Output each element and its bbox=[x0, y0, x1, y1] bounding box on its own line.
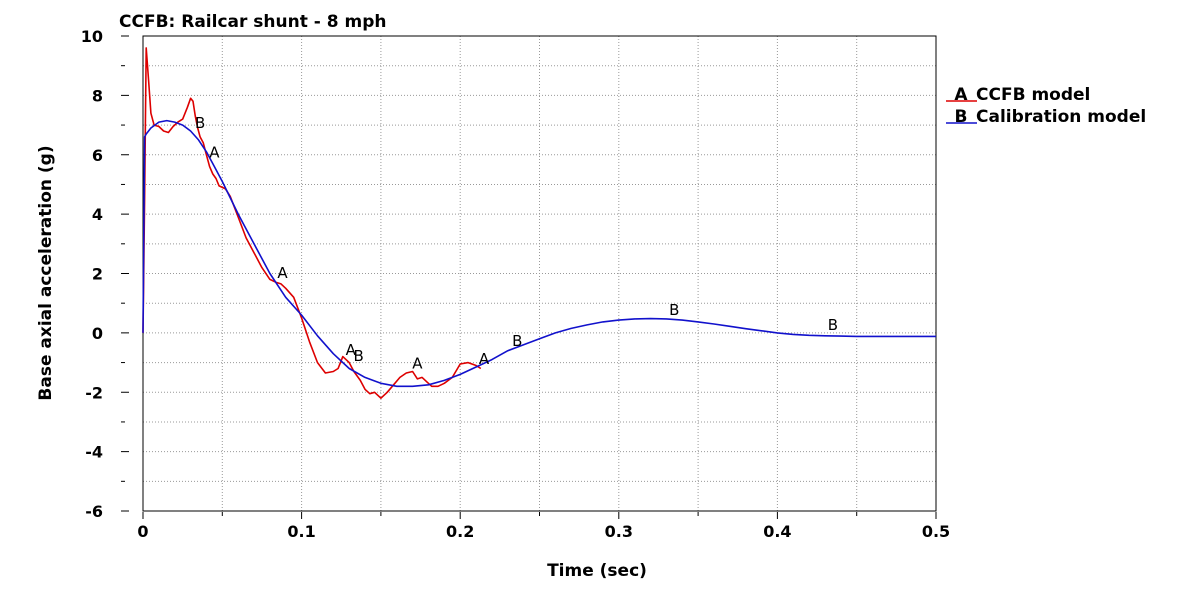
series-lines bbox=[142, 47, 936, 400]
y-tick-label: -4 bbox=[85, 443, 103, 462]
y-tick-label: 2 bbox=[92, 265, 103, 284]
tick-labels: 10 8 6 4 2 0 -2 -4 -6 0 0.1 0.2 0.3 0.4 0.5 bbox=[81, 27, 950, 541]
x-axis-label: Time (sec) bbox=[547, 561, 647, 581]
x-tick-label: 0.4 bbox=[763, 522, 791, 541]
y-tick-label: -6 bbox=[85, 502, 103, 521]
curve-marker-b: B bbox=[512, 332, 522, 350]
legend-label: CCFB model bbox=[976, 85, 1090, 105]
y-tick-label: 4 bbox=[92, 205, 103, 224]
series-line-a bbox=[142, 47, 482, 400]
y-tick-label: 6 bbox=[92, 146, 103, 165]
x-tick-label: 0.2 bbox=[446, 522, 474, 541]
x-tick-label: 0 bbox=[137, 522, 148, 541]
legend: A CCFB model B Calibration model bbox=[946, 85, 1146, 127]
curve-marker-a: A bbox=[479, 350, 490, 368]
grid bbox=[143, 36, 936, 511]
y-tick-label: 10 bbox=[81, 27, 103, 46]
y-tick-label: -2 bbox=[85, 383, 103, 402]
legend-letter: B bbox=[955, 107, 968, 127]
legend-label: Calibration model bbox=[976, 107, 1146, 127]
curve-marker-b: B bbox=[828, 316, 838, 334]
x-tick-label: 0.1 bbox=[287, 522, 315, 541]
curve-marker-b: B bbox=[195, 114, 205, 132]
curve-marker-b: B bbox=[669, 301, 679, 319]
curve-marker-a: A bbox=[412, 355, 423, 373]
curve-marker-a: A bbox=[277, 264, 288, 282]
series-line-b bbox=[142, 119, 936, 388]
y-tick-label: 8 bbox=[92, 86, 103, 105]
curve-marker-a: A bbox=[209, 144, 220, 162]
x-tick-label: 0.3 bbox=[605, 522, 633, 541]
curve-marker-b: B bbox=[354, 347, 364, 365]
legend-letter: A bbox=[954, 85, 968, 105]
chart-title: CCFB: Railcar shunt - 8 mph bbox=[119, 12, 386, 32]
x-tick-label: 0.5 bbox=[922, 522, 950, 541]
curve-marker-a: A bbox=[346, 341, 357, 359]
y-axis-label: Base axial acceleration (g) bbox=[36, 145, 56, 400]
y-tick-label: 0 bbox=[92, 324, 103, 343]
